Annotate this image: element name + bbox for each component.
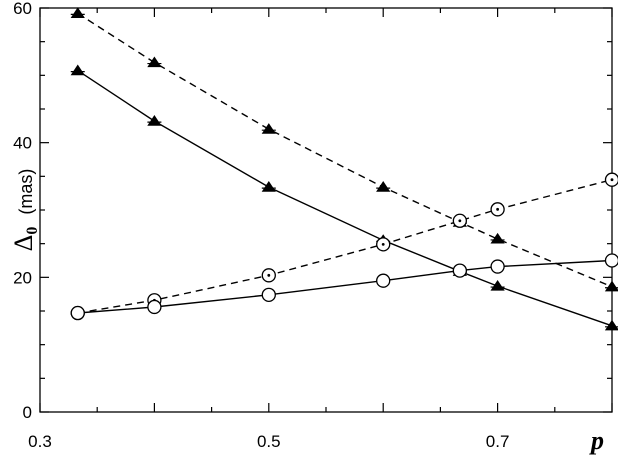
series-1-point bbox=[147, 56, 162, 68]
x-tick-label: 0.7 bbox=[486, 432, 510, 451]
series-4-point bbox=[70, 305, 85, 321]
series-3-point-dot bbox=[458, 219, 462, 223]
tick-labels: 0.3 0.5 0.7 0 20 40 60 bbox=[13, 0, 509, 451]
series-4-point bbox=[452, 263, 467, 278]
series-1-line bbox=[77, 12, 613, 288]
y-tick-label: 60 bbox=[13, 0, 32, 18]
series-4-point bbox=[376, 273, 391, 288]
series-4-point bbox=[490, 259, 505, 274]
y-axis-symbol: Δ bbox=[9, 235, 38, 252]
y-axis-subscript: 0 bbox=[24, 227, 41, 235]
series-1-point bbox=[261, 123, 276, 134]
y-tick-label: 0 bbox=[23, 403, 32, 422]
x-tick-label: 0.5 bbox=[257, 432, 281, 451]
series-2-point bbox=[147, 115, 162, 126]
series-1-point bbox=[604, 280, 618, 292]
series-4-point bbox=[604, 253, 618, 268]
series-1-point bbox=[70, 7, 85, 18]
y-axis-unit: (mas) bbox=[16, 169, 36, 215]
series-3-line bbox=[77, 179, 613, 314]
series-2-point bbox=[261, 181, 276, 192]
y-axis-label: Δ0 (mas) bbox=[9, 169, 41, 252]
series-4-point bbox=[147, 299, 162, 315]
series-3-point-dot bbox=[496, 207, 499, 211]
series-1-point bbox=[376, 181, 391, 192]
y-tick-label: 20 bbox=[13, 268, 32, 287]
series-2-point bbox=[490, 280, 505, 291]
ticks bbox=[39, 7, 613, 413]
y-tick-label: 40 bbox=[13, 134, 32, 153]
series-layer bbox=[70, 7, 618, 331]
series-4-point bbox=[261, 287, 276, 302]
x-axis-label: p bbox=[589, 426, 604, 455]
x-tick-label: 0.3 bbox=[28, 432, 52, 451]
series-2-point bbox=[604, 319, 618, 331]
series-3-point-dot bbox=[381, 242, 385, 246]
plot-frame bbox=[39, 7, 613, 413]
series-2-line bbox=[77, 70, 613, 327]
series-2-point bbox=[70, 64, 85, 76]
series-1-point bbox=[490, 232, 505, 244]
series-3-point-dot bbox=[267, 273, 271, 277]
series-3-point-dot bbox=[610, 178, 614, 182]
